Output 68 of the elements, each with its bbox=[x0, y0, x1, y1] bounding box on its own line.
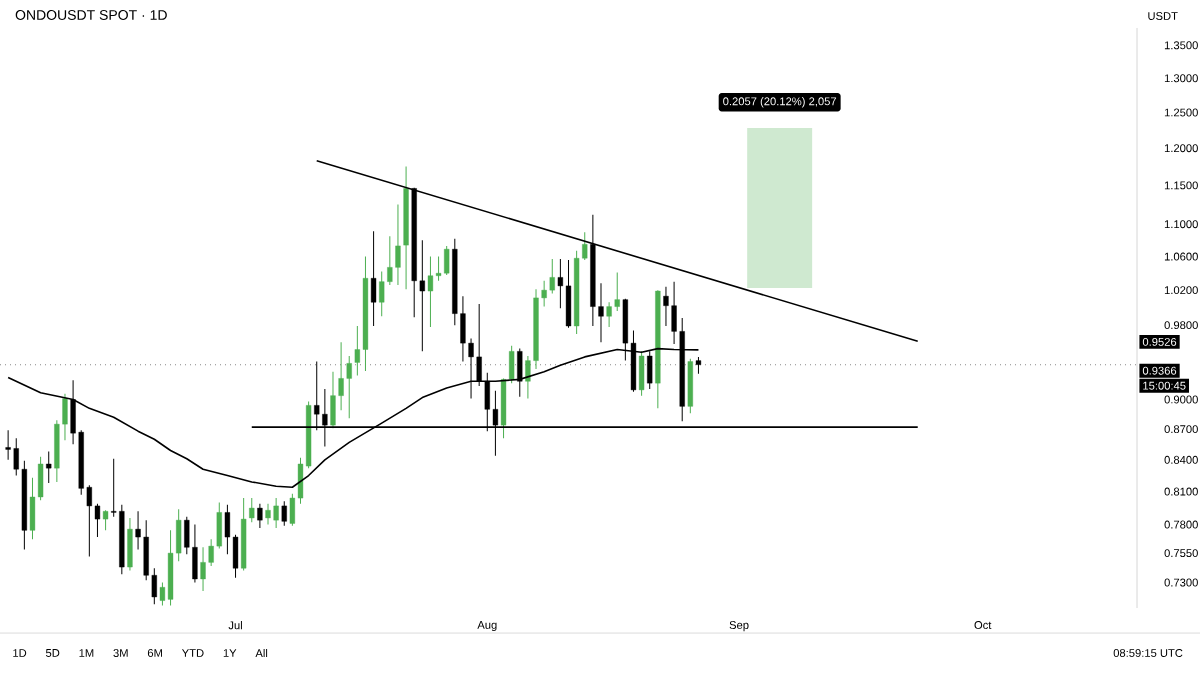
y-tick-label: 0.7550 bbox=[1164, 549, 1198, 558]
y-tick-label: 1.3000 bbox=[1164, 74, 1198, 83]
candlestick bbox=[265, 503, 271, 526]
y-tick-label: 0.8700 bbox=[1164, 425, 1198, 434]
x-tick-label: Jul bbox=[228, 621, 242, 630]
text: 5D bbox=[45, 649, 60, 657]
candlestick bbox=[208, 538, 214, 567]
candlestick bbox=[525, 355, 531, 400]
text: 1M bbox=[79, 649, 94, 657]
y-tick-label: 0.9800 bbox=[1164, 321, 1198, 330]
candlestick bbox=[346, 355, 352, 419]
candlestick bbox=[419, 239, 425, 352]
chart-title: ONDOUSDT SPOT · 1D bbox=[15, 10, 167, 20]
data-label: 0.2057 (20.12%) 2,057 bbox=[723, 97, 837, 108]
text: 1D bbox=[13, 649, 27, 657]
ref-line-label: 0.9366 bbox=[1142, 366, 1177, 375]
candlestick bbox=[46, 451, 52, 484]
candlestick bbox=[273, 497, 279, 529]
y-tick-label: 0.8400 bbox=[1164, 455, 1198, 464]
candlestick bbox=[102, 509, 109, 531]
y-tick-label: 1.0600 bbox=[1164, 252, 1198, 261]
y-tick-label: 0.7300 bbox=[1164, 578, 1198, 587]
text: 6M bbox=[147, 649, 162, 657]
candlestick bbox=[94, 503, 101, 538]
candlestick bbox=[354, 325, 360, 377]
candlestick bbox=[379, 271, 385, 317]
text: 15:00:45 bbox=[1143, 381, 1186, 390]
candlestick bbox=[395, 204, 401, 286]
y-tick-label: 1.2500 bbox=[1164, 108, 1198, 117]
candlestick bbox=[606, 301, 612, 328]
candlestick bbox=[541, 280, 547, 308]
y-tick-label: 0.9000 bbox=[1164, 395, 1198, 404]
y-tick-label: 1.3500 bbox=[1164, 41, 1198, 50]
y-tick-label: 1.2000 bbox=[1164, 144, 1198, 153]
candlestick bbox=[249, 497, 255, 523]
candlestick bbox=[257, 503, 263, 529]
text: All bbox=[255, 648, 268, 658]
x-tick-label: Sep bbox=[729, 621, 749, 632]
y-tick-label: 0.7800 bbox=[1164, 520, 1198, 529]
text: 0.9526 bbox=[1142, 337, 1177, 346]
candlestick bbox=[614, 271, 620, 312]
text: 08:59:15 UTC bbox=[1113, 649, 1183, 657]
candlestick bbox=[135, 510, 141, 551]
x-tick-label: Aug bbox=[477, 621, 497, 632]
text: USDT bbox=[1148, 12, 1178, 20]
candlestick bbox=[281, 500, 287, 527]
candlestick bbox=[111, 458, 117, 518]
y-tick-label: 1.1500 bbox=[1164, 181, 1198, 190]
candlestick bbox=[557, 258, 564, 309]
candlestick bbox=[151, 567, 157, 605]
text: 3M bbox=[113, 649, 128, 657]
candlestick bbox=[582, 231, 588, 261]
candlestick bbox=[200, 546, 206, 592]
candlestick bbox=[598, 282, 604, 343]
y-tick-label: 1.0200 bbox=[1164, 286, 1198, 295]
y-tick-label: 1.1000 bbox=[1164, 220, 1198, 229]
candlestick bbox=[549, 258, 555, 295]
candlestick bbox=[370, 230, 377, 327]
candlestick bbox=[5, 429, 11, 461]
candlestick bbox=[86, 484, 92, 558]
text: 1Y bbox=[223, 649, 237, 657]
y-tick-label: 0.8100 bbox=[1164, 487, 1198, 496]
candlestick bbox=[13, 437, 19, 477]
candlestick bbox=[663, 286, 669, 327]
text: YTD bbox=[181, 649, 204, 657]
candlestick bbox=[387, 235, 393, 286]
candlestick bbox=[338, 341, 344, 411]
x-tick-label: Oct bbox=[974, 621, 992, 629]
